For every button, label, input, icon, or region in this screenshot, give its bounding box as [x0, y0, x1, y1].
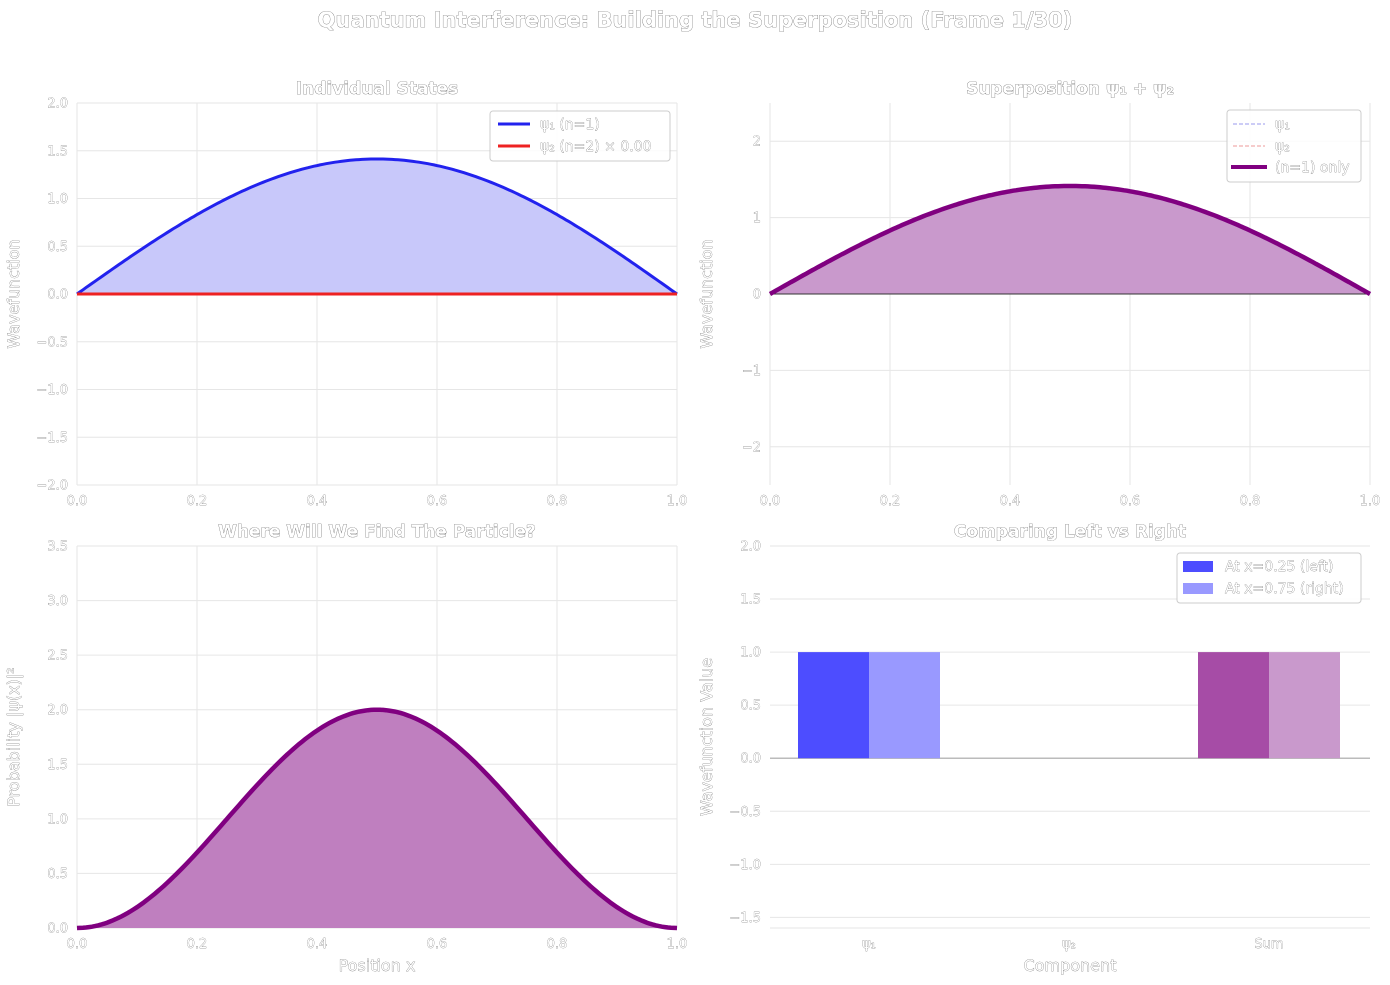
chart-title: Comparing Left vs Right — [954, 522, 1186, 542]
y-tick-label: 2 — [753, 135, 761, 150]
chart-title: Individual States — [296, 79, 458, 99]
x-tick-label: 0.2 — [187, 494, 208, 509]
x-tick-label: 0.8 — [547, 494, 568, 509]
chart-superposition: Superposition ψ₁ + ψ₂ −2 −1 0 1 2 0.0 0.2 0.4 0.6… — [697, 79, 1381, 510]
chart-probability: Where Will We Find The Particle? 0.0 0.5 1.… — [4, 522, 688, 976]
psi1-fill — [77, 159, 677, 294]
y-tick-label: 1.0 — [47, 812, 68, 827]
x-axis-label: Position x — [339, 956, 416, 975]
y-tick-label: 0.5 — [47, 867, 68, 882]
y-tick-label: 2.5 — [47, 649, 68, 664]
chart-title: Where Will We Find The Particle? — [218, 522, 536, 542]
legend-box — [1176, 552, 1362, 604]
y-tick-label: 3.0 — [47, 594, 68, 609]
y-tick-label: 0.0 — [47, 922, 68, 937]
y-tick-label: −1 — [742, 364, 761, 379]
legend-psi1-label: ψ₁ — [1275, 117, 1290, 133]
y-tick-label: 1.0 — [47, 192, 68, 207]
y-tick-label: 1.5 — [740, 593, 761, 608]
x-tick-label: 0.2 — [187, 937, 208, 952]
y-tick-label: 3.5 — [47, 540, 68, 555]
y-tick-label: 0.0 — [47, 288, 68, 303]
legend-right-label: At x=0.75 (right) — [1225, 581, 1344, 597]
legend-sum-label: (n=1) only — [1275, 160, 1350, 176]
chart-title: Superposition ψ₁ + ψ₂ — [966, 79, 1174, 99]
legend-psi2-label: ψ₂ (n=2) × 0.00 — [540, 139, 652, 155]
x-tick-label: 0.8 — [547, 937, 568, 952]
bar-left — [1198, 652, 1269, 759]
y-axis-label: Probability |ψ(x)|² — [4, 667, 23, 806]
y-tick-label: 1.5 — [47, 758, 68, 773]
bar-right — [1269, 652, 1340, 759]
x-tick-label: 0.2 — [880, 494, 901, 509]
x-tick-label: 0.0 — [67, 494, 88, 509]
y-tick-label: 2.0 — [47, 97, 68, 112]
x-tick-label: 1.0 — [667, 494, 688, 509]
y-tick-label: −0.5 — [729, 805, 761, 820]
x-tick-label: 0.6 — [427, 494, 448, 509]
y-axis-label: Wavefunction — [697, 239, 716, 348]
legend-box — [1226, 109, 1362, 183]
x-tick-label: 0.0 — [67, 937, 88, 952]
y-tick-label: −2.0 — [36, 479, 68, 494]
legend-psi2-label: ψ₂ — [1275, 139, 1290, 155]
x-tick-label: ψ₁ — [862, 937, 876, 952]
legend-box — [489, 110, 671, 162]
superposition-fill — [770, 186, 1370, 294]
y-tick-label: 0.5 — [740, 699, 761, 714]
y-tick-label: 0.0 — [740, 752, 761, 767]
superposition-line — [768, 183, 1372, 296]
x-tick-label: ψ₂ — [1062, 937, 1076, 952]
y-tick-label: −2 — [742, 440, 761, 455]
probability-line — [76, 707, 678, 931]
y-axis-label: Wavefunction Value — [697, 658, 716, 816]
y-tick-label: −1.0 — [36, 383, 68, 398]
x-tick-label: 0.6 — [1120, 494, 1141, 509]
x-tick-label: 0.4 — [307, 494, 328, 509]
x-tick-label: 0.4 — [1000, 494, 1021, 509]
probability-fill — [77, 709, 677, 928]
x-tick-label: 0.6 — [427, 937, 448, 952]
legend-psi1-label: ψ₁ (n=1) — [540, 117, 600, 133]
y-tick-label: −1.5 — [729, 911, 761, 926]
figure-title: Quantum Interference: Building the Super… — [318, 8, 1073, 32]
psi1-line — [76, 157, 678, 296]
x-tick-label: 0.8 — [1240, 494, 1261, 509]
legend-right-swatch — [1183, 583, 1213, 594]
x-tick-label: 1.0 — [667, 937, 688, 952]
bar-right — [869, 652, 940, 759]
y-axis-label: Wavefunction — [4, 239, 23, 348]
y-tick-label: −1.0 — [729, 858, 761, 873]
y-tick-label: 1 — [753, 211, 761, 226]
chart-individual: Individual States −2.0 −1.5 −1.0 −0.5 0.0 0.5 1… — [4, 79, 688, 510]
y-tick-label: −1.5 — [36, 431, 68, 446]
y-tick-label: 2.0 — [740, 540, 761, 555]
y-tick-label: 1.5 — [47, 144, 68, 159]
legend-left-label: At x=0.25 (left) — [1225, 559, 1334, 575]
x-axis-label: Component — [1024, 956, 1117, 975]
chart-comparison: Comparing Left vs Right −1.5 −1.0 −0.5 0.0 0.… — [697, 522, 1370, 975]
y-tick-label: 1.0 — [740, 646, 761, 661]
x-tick-label: 1.0 — [1360, 494, 1381, 509]
x-tick-label: 0.4 — [307, 937, 328, 952]
y-tick-label: −0.5 — [36, 335, 68, 350]
y-tick-label: 0 — [753, 288, 761, 303]
y-tick-label: 2.0 — [47, 703, 68, 718]
y-tick-label: 0.5 — [47, 240, 68, 255]
bar-left — [798, 652, 869, 759]
legend-left-swatch — [1183, 561, 1213, 572]
x-tick-label: Sum — [1254, 937, 1283, 952]
x-tick-label: 0.0 — [760, 494, 781, 509]
